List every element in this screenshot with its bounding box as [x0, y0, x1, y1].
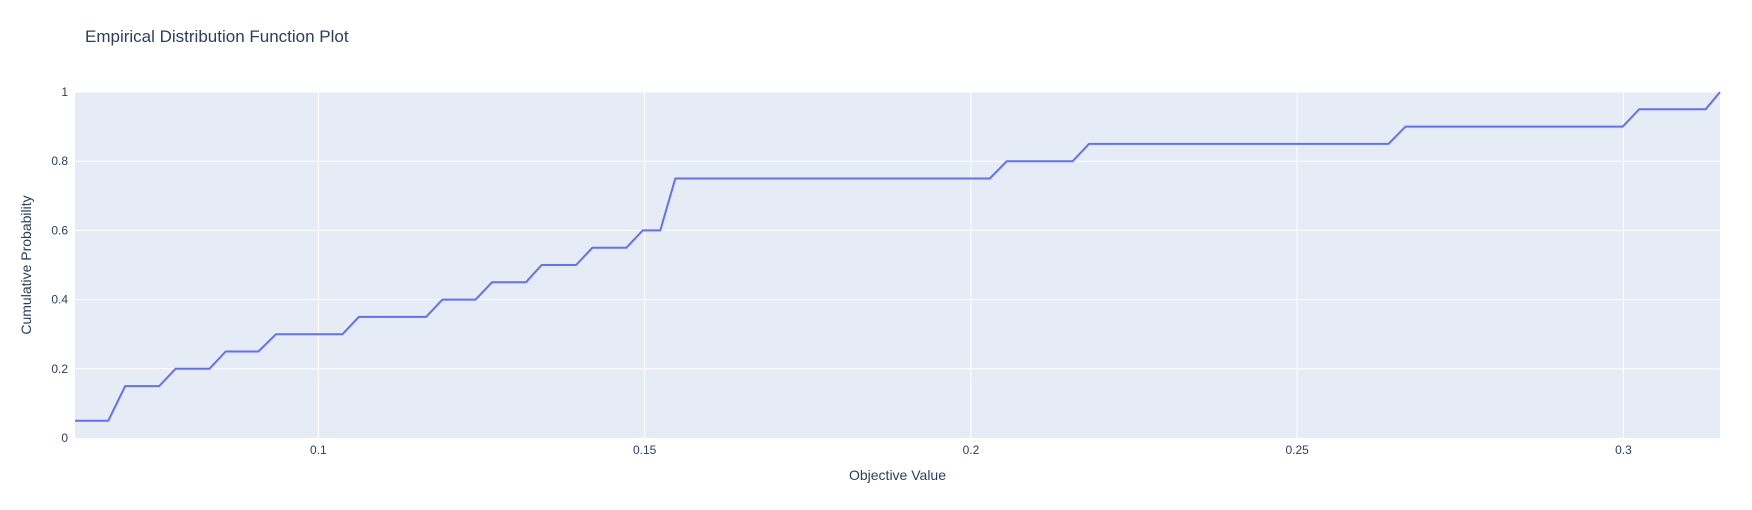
x-axis-title: Objective Value	[849, 467, 946, 483]
y-tick-label: 0	[61, 431, 68, 445]
y-tick-label: 0.4	[51, 293, 68, 307]
y-tick-label: 0.6	[51, 223, 68, 237]
x-tick-label: 0.15	[633, 443, 657, 457]
x-tick-label: 0.2	[963, 443, 980, 457]
y-axis-title: Cumulative Probability	[18, 195, 34, 334]
series-layer	[75, 91, 1721, 422]
x-tick-label: 0.25	[1285, 443, 1309, 457]
x-tick-label: 0.1	[310, 443, 327, 457]
y-tick-label: 1	[61, 85, 68, 99]
y-tick-label: 0.2	[51, 362, 68, 376]
y-tick-label: 0.8	[51, 154, 68, 168]
grid-lines	[75, 91, 1720, 438]
y-axis-ticks: 0 0.2 0.4 0.6 0.8 1	[51, 85, 68, 445]
chart-title: Empirical Distribution Function Plot	[85, 27, 349, 46]
x-tick-label: 0.3	[1615, 443, 1632, 457]
x-axis-ticks: 0.1 0.15 0.2 0.25 0.3	[310, 443, 1632, 457]
plot-background	[75, 92, 1720, 438]
ecdf-series-line	[75, 91, 1721, 422]
